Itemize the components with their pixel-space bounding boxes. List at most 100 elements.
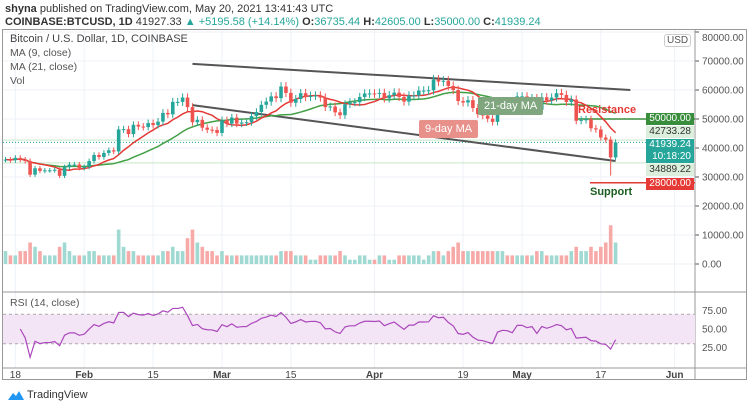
- time-axis-tick: 15: [148, 370, 160, 381]
- candle-body: [116, 129, 121, 152]
- time-axis-tick: Feb: [75, 370, 93, 381]
- candle-body: [289, 92, 293, 103]
- chart-frame[interactable]: [2, 29, 747, 380]
- candle-body: [451, 85, 456, 90]
- candle-body: [151, 123, 155, 126]
- volume-bar: [67, 251, 72, 264]
- volume-bar: [18, 251, 23, 264]
- volume-bar: [303, 255, 308, 264]
- candle-body: [298, 93, 303, 99]
- volume-bar: [603, 242, 608, 264]
- candle-body: [328, 106, 333, 108]
- volume-bar: [589, 246, 593, 264]
- candle-body: [461, 101, 465, 103]
- tradingview-logo[interactable]: TradingView: [8, 389, 88, 401]
- candle-body: [205, 127, 210, 130]
- volume-bar: [269, 255, 273, 264]
- candle-body: [156, 121, 160, 126]
- candle-body: [87, 161, 91, 167]
- candle-body: [608, 139, 613, 158]
- volume-bar: [131, 251, 136, 264]
- volume-bar: [230, 255, 234, 264]
- candle-body: [564, 94, 569, 102]
- price-axis-tick: 50000.00: [702, 115, 744, 126]
- volume-bar: [284, 251, 288, 264]
- volume-bar: [333, 255, 337, 264]
- candle-body: [412, 95, 416, 97]
- volume-bar: [323, 255, 328, 264]
- volume-bar: [52, 255, 57, 264]
- currency-button[interactable]: USD: [664, 34, 692, 47]
- rsi-band: [3, 314, 695, 344]
- legend-rsi: RSI (14, close): [10, 297, 80, 309]
- price-axis-tick: 80000.00: [702, 33, 744, 44]
- volume-bar: [569, 251, 574, 264]
- volume-bar: [539, 251, 544, 264]
- volume-bar: [205, 251, 210, 264]
- volume-bar: [210, 251, 214, 264]
- volume-bar: [490, 251, 495, 264]
- volume-bar: [121, 246, 126, 264]
- candle-body: [52, 169, 57, 171]
- candle-body: [382, 92, 387, 99]
- price-axis-tick: 70000.00: [702, 57, 744, 68]
- candle-body: [279, 86, 283, 99]
- ma21-annotation: 21-day MA: [478, 97, 544, 115]
- channel-lower-line: [192, 104, 616, 163]
- legend-title: Bitcoin / U.S. Dollar, 1D, COINBASE: [10, 33, 188, 45]
- volume-bar: [234, 255, 239, 264]
- candle-body: [594, 128, 598, 130]
- price-axis-tick: 20000.00: [702, 202, 744, 213]
- ma9-price-label: 34889.22: [646, 164, 694, 176]
- candle-body: [269, 96, 273, 102]
- volume-bar: [107, 255, 111, 264]
- resistance-price-label: 50000.00: [646, 113, 694, 125]
- candle-body: [303, 93, 308, 97]
- volume-bar: [72, 255, 77, 264]
- volume-bar: [431, 251, 436, 264]
- volume-bar: [136, 255, 141, 264]
- volume-bar: [377, 255, 382, 264]
- candle-body: [121, 129, 126, 131]
- candle-body: [146, 123, 150, 128]
- candle-body: [613, 142, 618, 158]
- volume-bar: [141, 255, 146, 264]
- candle-body: [77, 164, 82, 169]
- candle-body: [456, 90, 460, 102]
- volume-bar: [520, 255, 524, 264]
- volume-bar: [77, 255, 82, 264]
- volume-bar: [146, 255, 150, 264]
- candle-body: [333, 106, 337, 113]
- candle-body: [416, 90, 421, 96]
- volume-bar: [249, 255, 254, 264]
- candle-body: [72, 164, 77, 166]
- price-axis-tick: 0.00: [702, 260, 722, 271]
- candle-body: [274, 96, 278, 99]
- candle-body: [195, 119, 200, 123]
- candle-body: [18, 157, 23, 160]
- volume-bar: [244, 255, 249, 264]
- volume-bar: [544, 255, 549, 264]
- volume-bar: [8, 255, 13, 264]
- volume-bar: [293, 255, 298, 264]
- candle-body: [92, 154, 96, 162]
- rsi-axis-tick: 50.00: [702, 325, 727, 336]
- candle-body: [579, 119, 583, 121]
- candle-body: [353, 102, 357, 104]
- time-axis-tick: May: [512, 370, 532, 381]
- candle-body: [8, 159, 13, 161]
- price-axis-tick: 10000.00: [702, 231, 744, 242]
- price-axis-tick: 30000.00: [702, 173, 744, 184]
- volume-bar: [116, 229, 121, 264]
- volume-bar: [151, 255, 155, 264]
- volume-bar: [318, 255, 323, 264]
- volume-bar: [416, 255, 421, 264]
- candle-body: [357, 96, 362, 103]
- volume-bar: [564, 255, 569, 264]
- volume-bar: [13, 255, 18, 264]
- volume-bar: [485, 251, 490, 264]
- candle-body: [13, 157, 18, 161]
- volume-bar: [348, 259, 352, 264]
- volume-bar: [397, 255, 401, 264]
